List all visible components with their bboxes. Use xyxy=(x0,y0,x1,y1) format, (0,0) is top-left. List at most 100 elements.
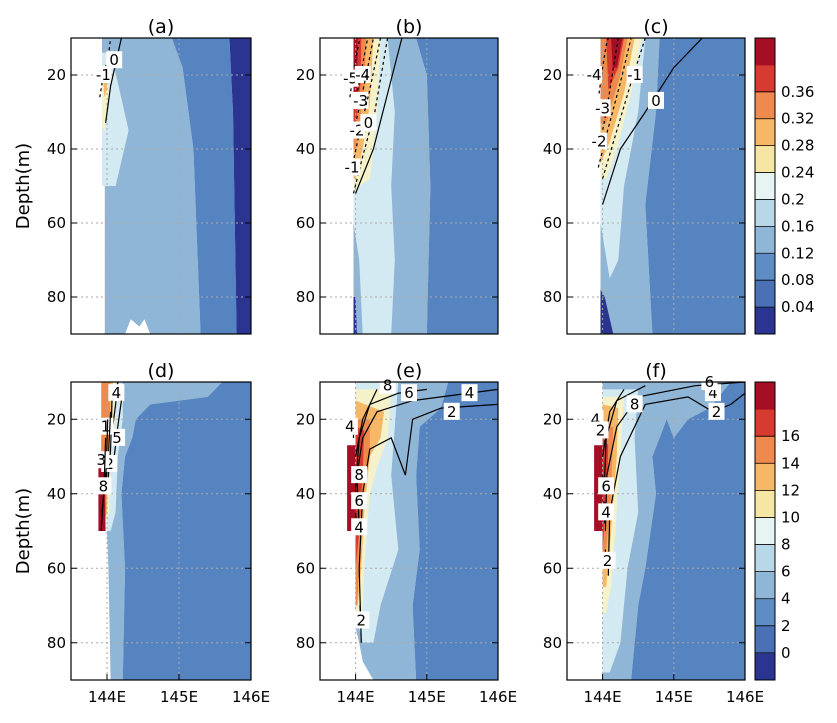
panel-a-field-0 xyxy=(102,38,201,334)
panel-f-contour-label-1: 4 xyxy=(708,384,718,402)
panel-d-contour-label-box-0 xyxy=(108,384,125,402)
colorbar-top-swatch-9 xyxy=(755,64,775,93)
panel-f-contour-label-box-3 xyxy=(626,395,643,413)
colorbar-bottom-tick-label: 2 xyxy=(781,617,791,635)
colorbar-bottom-tick-label: 6 xyxy=(781,563,791,581)
panel-d-xtick-label: 144E xyxy=(88,688,126,706)
panel-e-contour-label-box-3 xyxy=(379,376,396,394)
panel-e-frame xyxy=(319,381,499,681)
panel-e-contour-label-box-6 xyxy=(351,492,368,510)
panel-c-contour-label-3: -1 xyxy=(627,66,642,84)
colorbar-top-swatch-6 xyxy=(755,145,775,174)
colorbar-top-swatch-5 xyxy=(755,172,775,200)
panel-b-contour-label-box-5 xyxy=(360,114,377,132)
colorbar-bottom-swatch-2 xyxy=(755,598,775,627)
colorbar-bottom-tick-label: 0 xyxy=(781,644,791,662)
panel-b-ytick-label: 20 xyxy=(296,66,315,84)
panel-d-field-6 xyxy=(121,382,251,680)
panel-b-field-7 xyxy=(416,38,498,334)
panel-a-contour-1 xyxy=(105,38,122,124)
colorbar-bottom-tick-label: 12 xyxy=(781,481,800,499)
panel-e-contour-label-box-8 xyxy=(341,417,358,435)
panel-f-ytick-label: 20 xyxy=(543,410,562,428)
panel-b-field-8 xyxy=(353,297,357,334)
panel-d-xtick-label: 145E xyxy=(160,688,198,706)
panel-f-xtick-label: 144E xyxy=(584,688,622,706)
panel-c-contour-1 xyxy=(599,38,619,142)
panel-b-contour-label-4: -1 xyxy=(345,159,360,177)
colorbar-bottom-tick-label: 4 xyxy=(781,590,791,608)
colorbar-top-tick-label: 0.32 xyxy=(781,110,814,128)
panel-a-contour-label-0: -1 xyxy=(96,66,111,84)
colorbar-bottom-swatch-4 xyxy=(755,544,775,573)
panel-b-contour-2 xyxy=(353,38,374,131)
panel-b-contour-label-5: 0 xyxy=(364,114,374,132)
colorbar-top-tick-label: 0.24 xyxy=(781,164,814,182)
panel-e-contour-label-7: 8 xyxy=(354,466,364,484)
panel-a-contour-label-box-0 xyxy=(95,66,112,83)
panel-b-ytick-label: 80 xyxy=(296,288,315,306)
panel-e-ytick-label: 20 xyxy=(296,410,315,428)
panel-c-field-6 xyxy=(611,38,623,68)
panel-d-ytick-label: 80 xyxy=(47,634,66,652)
panel-f-ytick-label: 80 xyxy=(543,634,562,652)
panel-c-contour-label-box-1 xyxy=(594,99,611,117)
panel-e-contour-label-8: 4 xyxy=(345,418,355,436)
panel-c-contour-label-2: -2 xyxy=(592,133,607,151)
panel-d-ytick-label: 40 xyxy=(47,485,66,503)
panel-b-frame xyxy=(319,37,499,335)
colorbar-top-swatch-3 xyxy=(755,226,775,254)
panel-e-field-7 xyxy=(412,382,498,680)
colorbar-bottom-tick-label: 16 xyxy=(781,427,800,445)
colorbar-top-tick-label: 0.08 xyxy=(781,271,814,289)
panel-e-contour-3 xyxy=(355,389,378,457)
panel-e-contour-label-5: 4 xyxy=(354,518,364,536)
colorbar-bottom-frame xyxy=(754,381,776,681)
colorbar-top-swatch-1 xyxy=(755,280,775,308)
colorbar-top-swatch-4 xyxy=(755,199,775,227)
panel-f-contour-label-box-6 xyxy=(598,477,615,495)
panel-d-title: (d) xyxy=(148,360,175,382)
colorbar-top-tick-label: 0.04 xyxy=(781,298,814,316)
panel-e-xtick-label: 146E xyxy=(479,688,517,706)
panel-c-ytick-label: 40 xyxy=(543,140,562,158)
panel-a-ytick-label: 40 xyxy=(47,140,66,158)
panel-f-ytick-label: 60 xyxy=(543,559,562,577)
panel-c-contour-label-box-0 xyxy=(586,66,603,83)
panel-c-field-8 xyxy=(600,289,614,334)
panel-e-title: (e) xyxy=(396,360,423,382)
panel-f-contour-label-0: 2 xyxy=(712,403,722,421)
panel-f-contour-label-5: 4 xyxy=(601,503,611,521)
panel-c-title: (c) xyxy=(643,16,668,38)
panel-b-contour-label-box-4 xyxy=(344,158,361,176)
panel-a-field-5 xyxy=(229,38,251,334)
colorbar-bottom-swatch-10 xyxy=(755,382,775,410)
panel-d-xtick-label: 146E xyxy=(232,688,270,706)
panel-f-contour-label-4: 2 xyxy=(603,552,613,570)
panel-c-contour-label-box-2 xyxy=(591,132,608,150)
panel-d-contour-label-box-5 xyxy=(95,477,112,495)
panel-d-contour-label-2: 1 xyxy=(101,418,111,436)
colorbar-top-tick-label: 0.2 xyxy=(781,190,805,208)
colorbar-top-swatch-0 xyxy=(755,307,775,335)
panel-f-contour-label-box-5 xyxy=(598,503,615,521)
panel-e-contour-label-box-1 xyxy=(461,384,478,402)
panel-e-contour-label-box-2 xyxy=(401,384,417,402)
panel-b-title: (b) xyxy=(396,16,423,38)
panel-e-xtick-label: 145E xyxy=(408,688,446,706)
colorbar-top-tick-label: 0.12 xyxy=(781,244,814,262)
panel-e-contour-label-6: 6 xyxy=(354,492,364,510)
panel-e-contour-label-4: 2 xyxy=(357,611,367,629)
colorbar-top-tick-label: 0.28 xyxy=(781,137,814,155)
panel-d-frame xyxy=(70,381,252,681)
panel-f-field-7 xyxy=(631,382,745,680)
colorbar-bottom-swatch-0 xyxy=(755,652,775,681)
panel-b-contour-label-1: -4 xyxy=(355,66,370,84)
panel-e-contour-label-0: 2 xyxy=(447,403,457,421)
colorbar-bottom-swatch-6 xyxy=(755,490,775,518)
panel-d-contour-label-5: 8 xyxy=(99,477,109,495)
panel-b-contour-label-box-2 xyxy=(352,91,369,109)
colorbar-top-swatch-10 xyxy=(755,38,775,66)
panel-f-title: (f) xyxy=(645,360,667,382)
colorbar-bottom-tick-label: 10 xyxy=(781,508,800,526)
